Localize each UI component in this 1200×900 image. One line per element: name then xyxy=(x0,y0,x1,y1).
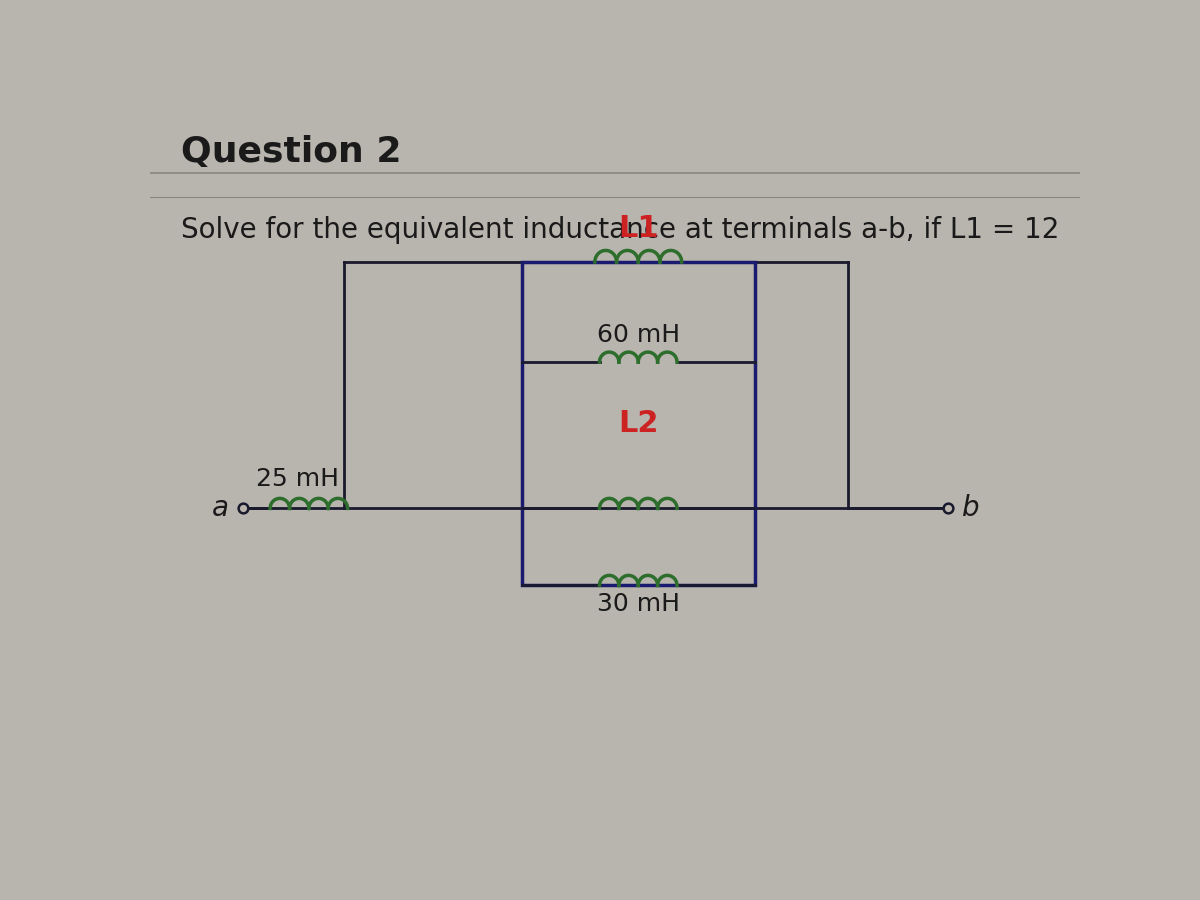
Text: L2: L2 xyxy=(618,410,659,438)
Text: L1: L1 xyxy=(618,214,659,243)
Text: b: b xyxy=(962,494,980,522)
Text: Solve for the equivalent inductance at terminals a-b, if L1 = 12: Solve for the equivalent inductance at t… xyxy=(181,216,1060,244)
Text: 30 mH: 30 mH xyxy=(596,591,679,616)
Text: a: a xyxy=(212,494,229,522)
Bar xyxy=(522,262,755,585)
Text: 25 mH: 25 mH xyxy=(256,467,338,491)
Text: 60 mH: 60 mH xyxy=(596,323,680,346)
Text: Question 2: Question 2 xyxy=(181,135,402,169)
